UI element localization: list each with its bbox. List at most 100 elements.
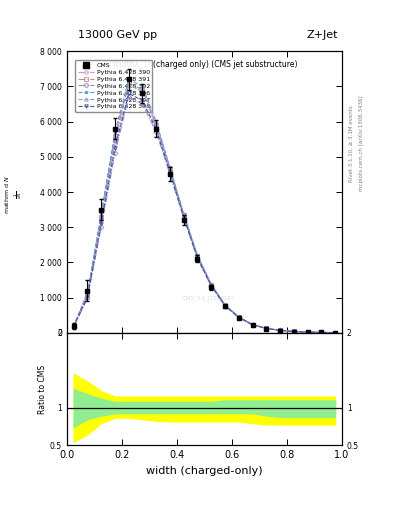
Pythia 6.428 396 — [319, 329, 324, 335]
Pythia 6.428 397 — [154, 121, 159, 127]
Pythia 6.428 397 — [72, 323, 76, 329]
Pythia 6.428 392 — [222, 303, 227, 309]
Pythia 6.428 390 — [250, 322, 255, 328]
Pythia 6.428 391 — [237, 314, 241, 320]
Pythia 6.428 391 — [154, 122, 159, 128]
Pythia 6.428 397 — [113, 136, 118, 142]
Pythia 6.428 398 — [182, 214, 186, 220]
Pythia 6.428 397 — [127, 81, 131, 88]
Pythia 6.428 398 — [319, 329, 324, 335]
Text: 13000 GeV pp: 13000 GeV pp — [78, 30, 158, 40]
Pythia 6.428 390 — [305, 329, 310, 335]
Pythia 6.428 398 — [154, 126, 159, 133]
Pythia 6.428 397 — [292, 328, 296, 334]
Pythia 6.428 390 — [264, 325, 269, 331]
Pythia 6.428 391 — [222, 302, 227, 308]
Line: Pythia 6.428 397: Pythia 6.428 397 — [72, 83, 337, 334]
Pythia 6.428 390 — [182, 214, 186, 220]
Pythia 6.428 397 — [209, 281, 214, 287]
Pythia 6.428 391 — [264, 325, 269, 331]
Pythia 6.428 398 — [305, 329, 310, 335]
Pythia 6.428 391 — [168, 166, 173, 172]
Pythia 6.428 397 — [168, 165, 173, 171]
Pythia 6.428 398 — [250, 322, 255, 328]
Pythia 6.428 391 — [209, 282, 214, 288]
Pythia 6.428 398 — [209, 283, 214, 289]
Pythia 6.428 392 — [333, 330, 338, 336]
Pythia 6.428 391 — [250, 322, 255, 328]
Pythia 6.428 390 — [292, 328, 296, 334]
Pythia 6.428 396 — [195, 252, 200, 259]
Pythia 6.428 397 — [319, 329, 324, 335]
Pythia 6.428 396 — [278, 327, 283, 333]
Pythia 6.428 397 — [140, 89, 145, 95]
Pythia 6.428 392 — [237, 314, 241, 321]
Pythia 6.428 397 — [278, 327, 283, 333]
Pythia 6.428 392 — [168, 172, 173, 178]
Pythia 6.428 390 — [127, 87, 131, 93]
Pythia 6.428 391 — [292, 328, 296, 334]
Pythia 6.428 397 — [182, 211, 186, 218]
Pythia 6.428 391 — [319, 329, 324, 335]
Pythia 6.428 396 — [237, 314, 241, 320]
Pythia 6.428 392 — [195, 256, 200, 262]
Pythia 6.428 392 — [250, 322, 255, 328]
Pythia 6.428 390 — [319, 329, 324, 335]
Pythia 6.428 398 — [195, 255, 200, 261]
Pythia 6.428 392 — [72, 324, 76, 330]
Line: Pythia 6.428 392: Pythia 6.428 392 — [72, 95, 337, 334]
Pythia 6.428 392 — [99, 224, 104, 230]
Pythia 6.428 396 — [264, 325, 269, 331]
Pythia 6.428 392 — [140, 101, 145, 107]
Pythia 6.428 398 — [264, 325, 269, 331]
Pythia 6.428 390 — [113, 140, 118, 146]
Pythia 6.428 398 — [237, 314, 241, 321]
Pythia 6.428 392 — [113, 150, 118, 156]
Line: Pythia 6.428 390: Pythia 6.428 390 — [72, 88, 337, 334]
Pythia 6.428 397 — [333, 330, 338, 336]
Pythia 6.428 397 — [99, 216, 104, 222]
Pythia 6.428 398 — [168, 169, 173, 175]
Pythia 6.428 396 — [168, 164, 173, 170]
Pythia 6.428 396 — [127, 76, 131, 82]
Pythia 6.428 397 — [222, 302, 227, 308]
Pythia 6.428 392 — [209, 283, 214, 289]
Pythia 6.428 398 — [99, 221, 104, 227]
Pythia 6.428 398 — [333, 330, 338, 336]
Pythia 6.428 392 — [85, 295, 90, 302]
Text: Rivet 3.1.10, ≥ 3.1M events: Rivet 3.1.10, ≥ 3.1M events — [349, 105, 354, 182]
Text: Widthλ_1¹ (charged only) (CMS jet substructure): Widthλ_1¹ (charged only) (CMS jet substr… — [112, 60, 297, 69]
Pythia 6.428 398 — [72, 324, 76, 330]
Pythia 6.428 391 — [195, 253, 200, 259]
Pythia 6.428 396 — [305, 329, 310, 335]
Pythia 6.428 396 — [72, 323, 76, 329]
Text: CMS_3.1_J1920187: CMS_3.1_J1920187 — [182, 295, 235, 301]
Pythia 6.428 390 — [222, 302, 227, 308]
Pythia 6.428 396 — [333, 330, 338, 336]
Pythia 6.428 390 — [99, 217, 104, 223]
Pythia 6.428 390 — [140, 94, 145, 100]
Pythia 6.428 398 — [113, 145, 118, 151]
Pythia 6.428 396 — [140, 83, 145, 90]
Pythia 6.428 391 — [182, 212, 186, 218]
Pythia 6.428 398 — [140, 97, 145, 103]
X-axis label: width (charged-only): width (charged-only) — [146, 466, 263, 476]
Pythia 6.428 397 — [237, 314, 241, 320]
Pythia 6.428 390 — [209, 282, 214, 288]
Pythia 6.428 396 — [222, 302, 227, 308]
Pythia 6.428 390 — [85, 293, 90, 299]
Pythia 6.428 398 — [278, 327, 283, 333]
Y-axis label: Ratio to CMS: Ratio to CMS — [38, 365, 47, 414]
Pythia 6.428 392 — [278, 327, 283, 333]
Pythia 6.428 391 — [140, 87, 145, 93]
Pythia 6.428 392 — [182, 216, 186, 222]
Pythia 6.428 392 — [264, 326, 269, 332]
Pythia 6.428 391 — [333, 330, 338, 336]
Pythia 6.428 392 — [319, 329, 324, 335]
Pythia 6.428 391 — [278, 327, 283, 333]
Pythia 6.428 391 — [127, 80, 131, 86]
Pythia 6.428 396 — [292, 328, 296, 334]
Pythia 6.428 396 — [250, 322, 255, 328]
Pythia 6.428 398 — [222, 303, 227, 309]
Pythia 6.428 396 — [99, 210, 104, 216]
